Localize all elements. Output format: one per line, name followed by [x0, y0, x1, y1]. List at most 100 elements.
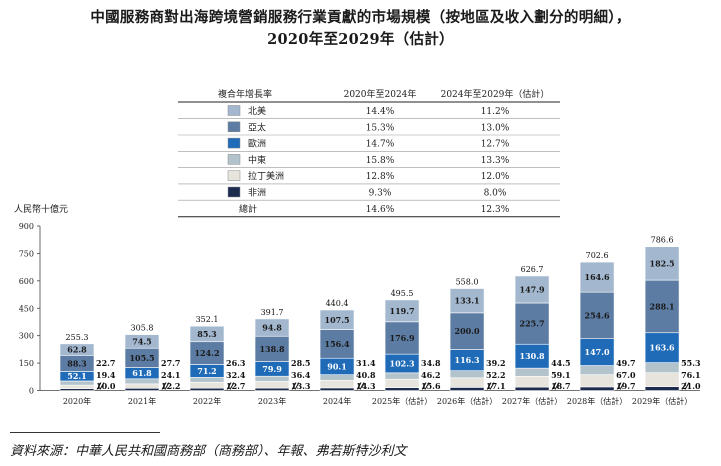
bar-segment	[124, 378, 160, 385]
x-tick-label: 2025年（估計）	[372, 396, 432, 406]
bar-value-label: 17.1	[486, 381, 505, 391]
bar-value-label: 46.2	[421, 370, 440, 380]
bar-segment	[319, 387, 355, 391]
bar-value-label: 52.1	[67, 371, 86, 381]
cagr-2020-2024: 9.3%	[369, 189, 392, 199]
bar-value-label: 27.7	[161, 358, 180, 368]
x-tick-label: 2027年（估計）	[502, 396, 562, 406]
x-tick-label: 2028年（估計）	[567, 396, 627, 406]
bar-segment	[644, 386, 680, 391]
bar-segment	[514, 367, 550, 377]
legend-swatch	[227, 137, 241, 149]
bar-segment	[449, 377, 485, 388]
bar-segment	[254, 318, 290, 337]
x-tick-label: 2026年（估計）	[437, 396, 497, 406]
legend-swatch	[227, 154, 241, 165]
bar-segment	[449, 312, 485, 350]
legend-region-label: 非洲	[248, 187, 266, 199]
bar-value-label: 79.9	[262, 364, 282, 374]
bar-segment	[124, 334, 160, 349]
bar-segment	[579, 386, 615, 391]
bar-segment	[644, 362, 680, 374]
bar-total-label: 702.6	[586, 251, 609, 260]
bar-value-label: 147.0	[585, 347, 610, 357]
cagr-2024-2029: 13.3%	[481, 156, 510, 166]
table-header-cagr: 複合年增長率	[218, 88, 272, 100]
legend-swatch	[227, 105, 241, 116]
axis-break-mark	[356, 382, 365, 390]
bar-value-label: 85.3	[197, 329, 217, 339]
cagr-2020-2024: 12.8%	[366, 172, 395, 182]
x-tick-label: 2020年	[63, 396, 91, 406]
bar-value-label: 52.2	[486, 370, 505, 380]
bar-segment	[384, 321, 420, 355]
bar-segment	[189, 377, 225, 383]
bar-segment	[59, 384, 95, 389]
x-tick-label: 2024年	[323, 396, 351, 406]
axis-break-mark	[96, 382, 105, 390]
axis-break-mark	[291, 382, 300, 390]
footnote-divider	[10, 432, 160, 433]
bar-value-label: 200.0	[455, 326, 480, 336]
bar-segment	[384, 378, 420, 388]
bar-total-label: 558.0	[456, 278, 479, 287]
bar-segment	[514, 386, 550, 391]
cagr-2020-2024: 15.8%	[366, 156, 395, 166]
bar-value-label: 182.5	[650, 258, 675, 268]
bar-segment	[579, 365, 615, 375]
bar-value-label: 18.7	[551, 381, 570, 391]
bar-value-label: 94.8	[262, 323, 282, 333]
bar-value-label: 88.3	[67, 358, 87, 368]
bar-segment	[579, 374, 615, 388]
cagr-2020-2024: 15.3%	[366, 123, 395, 133]
bar-segment	[384, 372, 420, 380]
bar-segment	[189, 325, 225, 343]
bar-value-label: 59.1	[551, 370, 570, 380]
legend-region-label: 歐洲	[248, 138, 266, 150]
bar-segment	[59, 380, 95, 386]
bar-segment	[319, 309, 355, 330]
axis-break-mark	[421, 382, 430, 390]
x-tick-label: 2023年	[258, 396, 286, 406]
bar-segment	[449, 288, 485, 314]
legend-region-label: 拉丁美洲	[248, 170, 284, 182]
bar-value-label: 133.1	[455, 296, 480, 306]
bar-value-label: 254.6	[585, 310, 610, 320]
chart-title-line1: 中國服務商對出海跨境營銷服務行業貢獻的市場規模（按地區及收入劃分的明細），	[90, 9, 631, 26]
bar-value-label: 71.2	[197, 366, 216, 376]
bar-value-label: 176.9	[390, 333, 415, 343]
bar-value-label: 40.8	[356, 370, 376, 380]
bar-segment	[189, 387, 225, 391]
legend-swatch	[227, 170, 241, 181]
table-header-col1: 2020年至2024年	[344, 88, 417, 100]
bar-value-label: 19.4	[96, 370, 116, 380]
bar-value-label: 34.8	[421, 358, 441, 368]
bar-segment	[189, 381, 225, 389]
bar-value-label: 107.5	[325, 315, 350, 325]
total-cagr-2020-2024: 14.6%	[366, 205, 395, 215]
cagr-2020-2024: 14.7%	[366, 140, 395, 150]
bar-value-label: 90.1	[327, 361, 346, 371]
bar-segment	[319, 329, 355, 359]
bar-segment	[384, 387, 420, 391]
bar-total-label: 440.4	[326, 299, 349, 308]
cagr-2024-2029: 11.2%	[481, 107, 510, 117]
bar-segment	[254, 387, 290, 391]
bar-value-label: 67.0	[616, 370, 636, 380]
legend-swatch	[227, 121, 241, 133]
bar-value-label: 14.3	[356, 381, 376, 391]
bar-value-label: 15.6	[421, 381, 441, 391]
total-label: 總計	[239, 203, 257, 215]
bar-value-label: 74.5	[132, 336, 151, 346]
bar-total-label: 626.7	[521, 265, 544, 274]
bar-segment	[59, 343, 95, 356]
cagr-2024-2029: 12.0%	[481, 172, 510, 182]
bar-value-label: 105.5	[129, 353, 154, 363]
axis-break-mark	[681, 382, 690, 390]
bar-value-label: 12.2	[161, 381, 180, 391]
bar-segment	[254, 381, 290, 389]
bar-segment	[644, 246, 680, 281]
y-tick-label: 600	[19, 277, 34, 286]
bar-segment	[514, 375, 550, 388]
cagr-2024-2029: 8.0%	[484, 189, 507, 199]
